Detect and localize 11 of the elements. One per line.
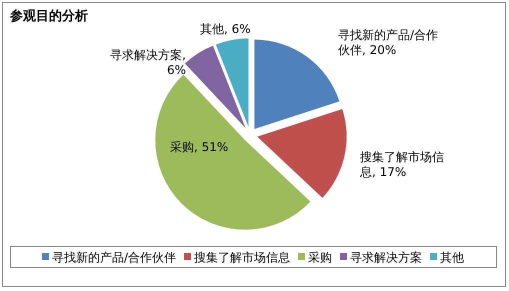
legend-label: 其他 [440, 250, 464, 264]
legend-label: 寻求解决方案 [350, 250, 422, 264]
data-label: 寻求解决方案, 6% [109, 48, 186, 78]
legend-label: 寻找新的产品/合作伙伴 [52, 250, 176, 264]
data-label: 寻找新的产品/合作伙伴, 20% [338, 28, 440, 58]
data-label: 搜集了解市场信息, 17% [360, 150, 445, 180]
legend-label: 采购 [308, 250, 332, 264]
data-label: 采购, 51% [170, 140, 230, 155]
data-label: 其他, 6% [200, 22, 252, 37]
chart-title: 参观目的分析 [9, 8, 88, 24]
legend-label: 搜集了解市场信息 [194, 250, 290, 264]
